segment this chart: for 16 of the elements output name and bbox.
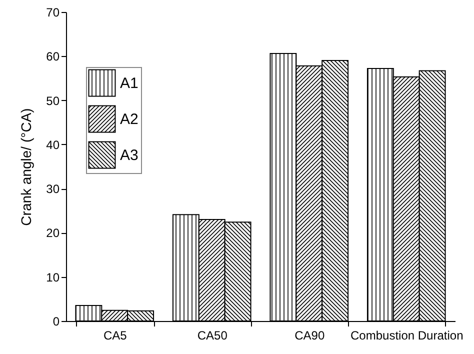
x-tick-label: CA50 — [197, 328, 228, 342]
y-tick-label: 0 — [52, 314, 60, 328]
y-tick-label: 50 — [46, 94, 60, 108]
y-tick-label: 30 — [46, 182, 60, 196]
y-tick-label: 60 — [46, 50, 60, 64]
y-tick-label: 70 — [46, 6, 60, 20]
legend-label: A2 — [120, 111, 138, 128]
legend-label: A3 — [120, 147, 138, 164]
y-tick-label: 10 — [46, 270, 60, 284]
y-axis-title: Crank angle/ (°CA) — [18, 108, 34, 226]
x-tick-label: CA90 — [294, 328, 325, 342]
y-tick-label: 40 — [46, 138, 60, 152]
x-tick-label: CA5 — [103, 328, 128, 342]
x-tick-label: Combustion Duration — [350, 328, 464, 342]
legend-label: A1 — [120, 75, 138, 92]
y-tick-label: 20 — [46, 226, 60, 240]
